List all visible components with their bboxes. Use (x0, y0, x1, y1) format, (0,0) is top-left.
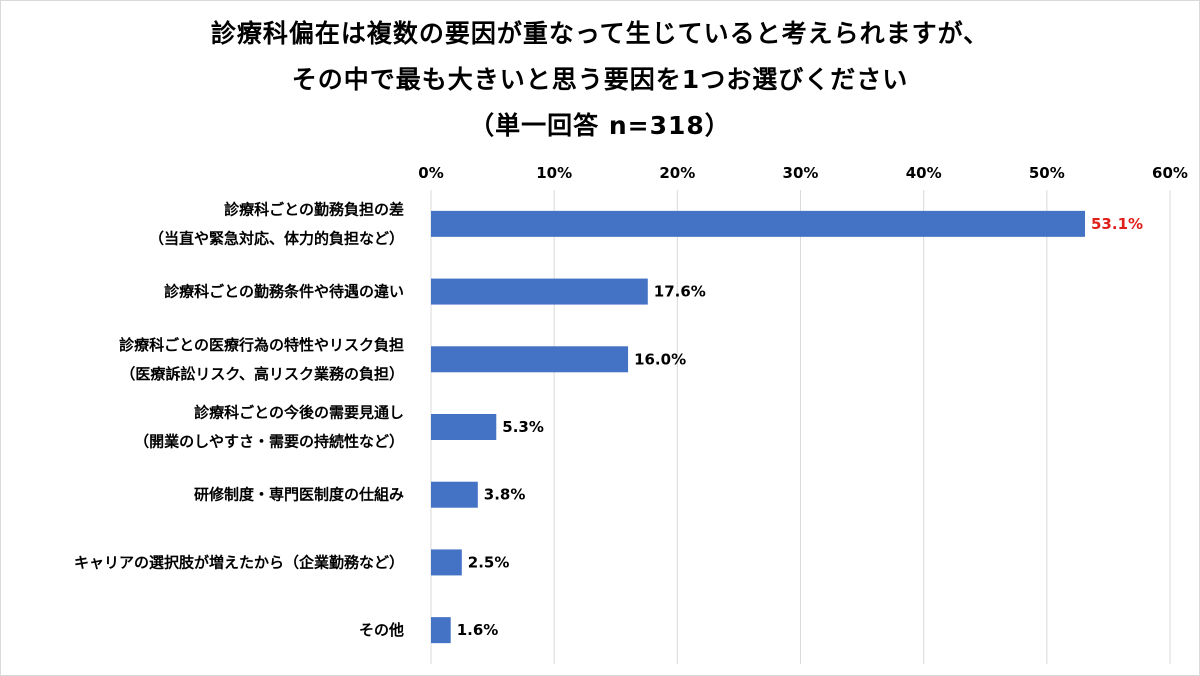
category-label: （開業のしやすさ・需要の持続性など） (134, 433, 404, 451)
chart-title-line-2: その中で最も大きいと思う要因を1つお選びください (291, 65, 909, 94)
category-label: 診療科ごとの医療行為の特性やリスク負担 (119, 336, 404, 354)
bar (431, 414, 497, 440)
value-label: 3.8% (484, 486, 526, 504)
bar (431, 481, 478, 508)
category-label: 診療科ごとの勤務条件や待遇の違い (164, 283, 404, 301)
bar (431, 549, 462, 576)
chart-title-line-1: 診療科偏在は複数の要因が重なって生じていると考えられますが、 (210, 19, 990, 48)
bar (431, 278, 648, 305)
category-label: その他 (359, 621, 404, 639)
value-label: 1.6% (457, 621, 499, 639)
chart-title-line-3: （単一回答 n=318） (469, 111, 731, 140)
x-tick-label: 10% (536, 164, 572, 182)
x-tick-label: 20% (659, 164, 695, 182)
category-label: （当直や緊急対応、体力的負担など） (149, 229, 404, 247)
bar (431, 346, 629, 373)
value-label: 53.1% (1091, 215, 1143, 233)
category-label: キャリアの選択肢が増えたから（企業勤務など） (74, 553, 404, 571)
category-label: 研修制度・専門医制度の仕組み (194, 486, 404, 504)
x-tick-label: 50% (1029, 164, 1065, 182)
x-tick-label: 60% (1152, 164, 1188, 182)
value-label: 17.6% (654, 283, 706, 301)
category-label: 診療科ごとの勤務負担の差 (224, 200, 404, 218)
x-tick-label: 40% (906, 164, 942, 182)
value-label: 5.3% (502, 418, 544, 436)
x-tick-label: 0% (418, 164, 443, 182)
value-label: 16.0% (634, 350, 686, 368)
bar (431, 210, 1086, 237)
bar (431, 617, 451, 644)
category-label: 診療科ごとの今後の需要見通し (194, 404, 404, 422)
x-tick-label: 30% (783, 164, 819, 182)
category-label: （医療訴訟リスク、高リスク業務の負担） (120, 365, 404, 383)
value-label: 2.5% (468, 553, 510, 571)
